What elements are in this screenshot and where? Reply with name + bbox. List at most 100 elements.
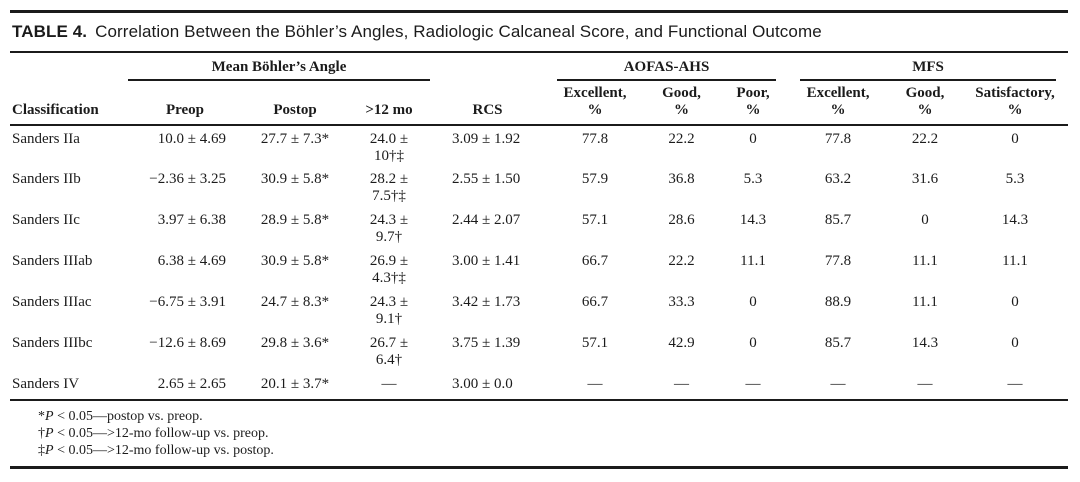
group-header-aofas: AOFAS-AHS: [545, 53, 788, 81]
group-label-bohler: Mean Böhler’s Angle: [128, 59, 430, 81]
cell-mfs-good: 31.6: [911, 171, 939, 187]
cell-mfs-excellent: 85.7: [824, 212, 852, 228]
cell-mfs-satisfactory: 0: [1011, 335, 1019, 351]
cell-mfs-satisfactory: 11.1: [1002, 253, 1028, 269]
cell-mfs-good: 11.1: [912, 294, 938, 310]
cell-rcs: 3.09 ± 1.92: [452, 131, 521, 147]
cell-preop: −6.75 ± 3.91: [149, 294, 226, 310]
cell-postop: 27.7 ± 7.3*: [260, 131, 330, 147]
cell-classification: Sanders IIIbc: [12, 335, 93, 351]
cell-12mo: 26.7 ±6.4†: [369, 335, 409, 368]
cell-mfs-satisfactory: 14.3: [1001, 212, 1029, 228]
cell-mfs-satisfactory: 5.3: [1005, 171, 1025, 187]
table-title: Correlation Between the Böhler’s Angles,…: [95, 22, 822, 41]
cell-mfs-good: —: [917, 376, 933, 392]
bottom-rule: [10, 466, 1068, 469]
group-spacer-rcs: [430, 53, 545, 81]
cell-postop: 30.9 ± 5.8*: [260, 253, 330, 269]
cell-postop: 20.1 ± 3.7*: [260, 376, 330, 392]
cell-aofas-poor: 0: [749, 335, 757, 351]
table-row: Sanders IV 2.65 ± 2.65 20.1 ± 3.7* — 3.0…: [10, 371, 1068, 399]
cell-postop: 28.9 ± 5.8*: [260, 212, 330, 228]
group-header-mfs: MFS: [788, 53, 1068, 81]
col-header-mfs-excellent: Excellent, %: [788, 81, 889, 126]
cell-classification: Sanders IIIac: [12, 294, 92, 310]
cell-mfs-satisfactory: 0: [1011, 131, 1019, 147]
cell-aofas-poor: 5.3: [743, 171, 763, 187]
cell-aofas-poor: 0: [749, 131, 757, 147]
column-header-row: Classification Preop Postop >12 mo RCS: [10, 81, 1069, 126]
col-header-mfs-satisfactory: Satisfactory, %: [962, 81, 1069, 126]
cell-mfs-excellent: —: [830, 376, 846, 392]
cell-aofas-good: 36.8: [668, 171, 695, 187]
cell-12mo: 24.0 ±10†‡: [369, 131, 409, 164]
footnote-marker: ‡: [38, 443, 45, 458]
cell-classification: Sanders IIIab: [12, 253, 93, 269]
cell-12mo: 24.3 ±9.7†: [369, 212, 409, 245]
footnote-p-symbol: P: [45, 443, 54, 458]
table-number: TABLE 4.: [12, 22, 88, 41]
cell-classification: Sanders IIb: [12, 171, 81, 187]
cell-12mo: —: [381, 376, 397, 392]
cell-aofas-good: 22.2: [668, 131, 695, 147]
group-header-row: Mean Böhler’s Angle AOFAS-AHS MFS: [10, 53, 1068, 81]
cell-postop: 29.8 ± 3.6*: [260, 335, 330, 351]
table-row: Sanders IIa 10.0 ± 4.69 27.7 ± 7.3* 24.0…: [10, 125, 1068, 166]
cell-classification: Sanders IIc: [12, 212, 80, 228]
cell-preop: −2.36 ± 3.25: [149, 171, 226, 187]
col-header-rcs: RCS: [430, 81, 545, 126]
cell-mfs-good: 22.2: [911, 131, 939, 147]
cell-classification: Sanders IIa: [12, 131, 80, 147]
cell-aofas-good: 33.3: [668, 294, 695, 310]
cell-rcs: 3.00 ± 0.0: [452, 376, 513, 392]
cell-aofas-excellent: 66.7: [581, 253, 609, 269]
col-header-postop: Postop: [242, 81, 348, 126]
col-header-preop: Preop: [128, 81, 242, 126]
footnote-marker: †: [38, 426, 45, 441]
cell-aofas-excellent: 66.7: [581, 294, 609, 310]
group-label-aofas: AOFAS-AHS: [557, 59, 777, 81]
cell-mfs-good: 14.3: [911, 335, 939, 351]
cell-aofas-excellent: 57.9: [581, 171, 609, 187]
table-row: Sanders IIIab 6.38 ± 4.69 30.9 ± 5.8* 26…: [10, 248, 1068, 289]
cell-mfs-excellent: 77.8: [824, 253, 852, 269]
footnote-text: < 0.05—>12-mo follow-up vs. postop.: [53, 443, 274, 458]
cell-preop: 6.38 ± 4.69: [157, 253, 226, 269]
cell-aofas-poor: 14.3: [739, 212, 767, 228]
table-row: Sanders IIIbc −12.6 ± 8.69 29.8 ± 3.6* 2…: [10, 330, 1068, 371]
col-header-12mo: >12 mo: [348, 81, 430, 126]
cell-preop: 10.0 ± 4.69: [157, 131, 226, 147]
footnote-marker: *: [38, 409, 45, 424]
group-label-mfs: MFS: [800, 59, 1057, 81]
cell-mfs-good: 11.1: [912, 253, 938, 269]
cell-12mo: 26.9 ±4.3†‡: [369, 253, 409, 286]
cell-rcs: 3.00 ± 1.41: [452, 253, 521, 269]
col-header-aofas-poor: Poor, %: [718, 81, 789, 126]
cell-mfs-satisfactory: —: [1007, 376, 1023, 392]
col-header-mfs-good: Good, %: [888, 81, 963, 126]
footnotes: *P < 0.05—postop vs. preop. †P < 0.05—>1…: [10, 399, 1068, 466]
cell-postop: 24.7 ± 8.3*: [260, 294, 330, 310]
cell-preop: 3.97 ± 6.38: [157, 212, 226, 228]
table-row: Sanders IIb −2.36 ± 3.25 30.9 ± 5.8* 28.…: [10, 166, 1068, 207]
cell-rcs: 3.42 ± 1.73: [452, 294, 521, 310]
top-rule: [10, 10, 1068, 13]
footnote-asterisk: *P < 0.05—postop vs. preop.: [38, 408, 1068, 425]
cell-12mo: 24.3 ±9.1†: [369, 294, 409, 327]
cell-aofas-excellent: 57.1: [581, 212, 609, 228]
cell-aofas-excellent: 77.8: [581, 131, 609, 147]
footnote-dagger: †P < 0.05—>12-mo follow-up vs. preop.: [38, 425, 1068, 442]
table-row: Sanders IIc 3.97 ± 6.38 28.9 ± 5.8* 24.3…: [10, 207, 1068, 248]
cell-aofas-good: —: [674, 376, 689, 392]
cell-aofas-excellent: 57.1: [581, 335, 609, 351]
cell-mfs-satisfactory: 0: [1011, 294, 1019, 310]
cell-rcs: 3.75 ± 1.39: [452, 335, 521, 351]
cell-classification: Sanders IV: [12, 376, 80, 392]
col-header-aofas-good: Good, %: [645, 81, 718, 126]
cell-mfs-excellent: 88.9: [824, 294, 852, 310]
group-spacer-classification: [10, 53, 128, 81]
footnote-p-symbol: P: [45, 426, 54, 441]
footnote-double-dagger: ‡P < 0.05—>12-mo follow-up vs. postop.: [38, 442, 1068, 459]
footnote-text: < 0.05—>12-mo follow-up vs. preop.: [53, 426, 269, 441]
